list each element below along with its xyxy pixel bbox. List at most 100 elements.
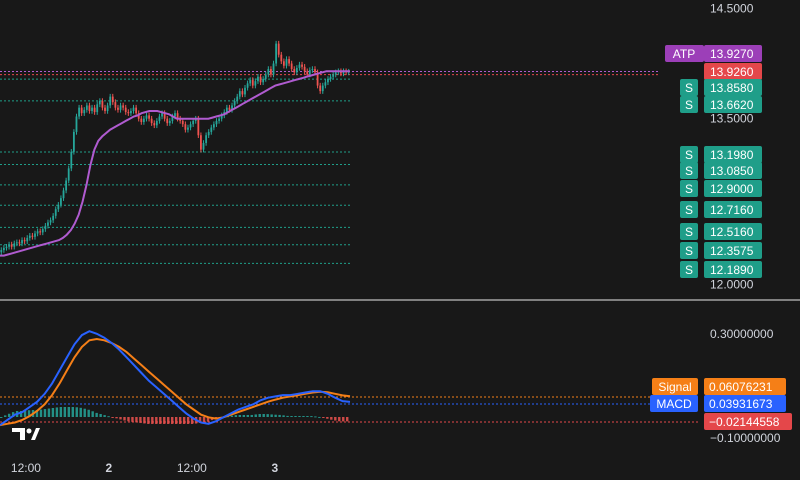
candle-body: [187, 127, 189, 130]
macd-histogram-bar: [338, 417, 341, 422]
macd-histogram-bar: [182, 417, 186, 424]
candle-body: [47, 222, 49, 226]
macd-histogram-bar: [230, 415, 234, 417]
price-tick-label: 13.5000: [710, 112, 754, 126]
last-price-badge: [704, 63, 762, 80]
candle-body: [93, 107, 96, 113]
macd-histogram-bar: [318, 416, 321, 418]
candle-body: [303, 66, 306, 72]
macd-histogram-bar: [314, 416, 317, 418]
macd-histogram-bar: [47, 408, 51, 417]
candle-body: [34, 233, 36, 237]
support-tag-badge: [680, 201, 698, 218]
candle-body: [179, 118, 182, 121]
candle-body: [21, 240, 23, 244]
macd-tick-label: −0.10000000: [710, 431, 781, 445]
candle-body: [259, 76, 262, 83]
macd-histogram-bar: [274, 414, 277, 417]
support-tag: S: [685, 225, 693, 239]
price-pane[interactable]: 14.5000 13.5000 12.0000 ATP 13.9270 13.9260 S 1…: [0, 1, 762, 291]
macd-badge-label: MACD: [656, 397, 692, 411]
macd-histogram-bar: [202, 417, 206, 423]
support-value: 12.3575: [710, 244, 754, 258]
candle-body: [62, 190, 65, 199]
candle-body: [205, 135, 208, 143]
candle-body: [207, 131, 210, 136]
macd-histogram-bar: [79, 407, 82, 417]
support-value-badge: [704, 180, 762, 197]
candle-body: [192, 120, 195, 125]
macd-histogram-bar: [262, 414, 265, 417]
macd-histogram-bar: [63, 407, 67, 417]
support-tag: S: [685, 263, 693, 277]
candle-body: [158, 116, 161, 121]
macd-histogram-bar: [250, 414, 253, 417]
macd-histogram-bar: [246, 415, 249, 417]
macd-histogram-bar: [310, 416, 313, 418]
support-tag: S: [685, 164, 693, 178]
candle-body: [36, 231, 39, 234]
candle-body: [39, 231, 42, 233]
macd-pane[interactable]: 0.30000000 −0.10000000 Signal 0.06076231 MAC…: [0, 327, 792, 445]
candle-body: [202, 142, 205, 150]
candle-body: [340, 71, 342, 74]
price-tick-label: 14.5000: [710, 1, 754, 15]
candle-body: [298, 64, 301, 68]
support-value: 12.7160: [710, 203, 754, 217]
time-tick-label: 3: [271, 461, 278, 475]
candle-body: [52, 215, 55, 221]
macd-histogram-bar: [123, 417, 126, 421]
candle-body: [342, 71, 345, 74]
candle-body: [166, 118, 169, 124]
macd-histogram-bar: [186, 417, 190, 424]
candle-body: [8, 244, 10, 247]
candle-body: [142, 118, 145, 123]
candle-body: [13, 243, 16, 247]
macd-histogram-bar: [115, 417, 118, 419]
macd-histogram-bar: [103, 415, 106, 417]
macd-histogram-bar: [39, 409, 43, 417]
candle-body: [295, 67, 298, 73]
candle-body: [275, 43, 278, 64]
macd-histogram-bar: [111, 417, 114, 418]
candle-body: [212, 124, 215, 128]
support-value-badge: [704, 96, 762, 113]
macd-histogram-bar: [83, 408, 86, 417]
candle-body: [130, 110, 132, 114]
candle-body: [150, 118, 153, 124]
macd-histogram-bar: [302, 416, 305, 417]
candle-body: [54, 209, 57, 216]
macd-histogram-bar: [119, 417, 122, 420]
macd-histogram-bar: [206, 417, 210, 422]
time-axis[interactable]: 12:00 2 12:00 3: [11, 461, 279, 475]
candle-body: [251, 80, 254, 86]
macd-histogram-bar: [139, 417, 142, 423]
support-value: 13.6620: [710, 98, 754, 112]
macd-histogram-bar: [234, 415, 238, 417]
candle-body: [80, 107, 83, 114]
candle-body: [314, 69, 316, 73]
macd-histogram-bar: [278, 414, 281, 417]
macd-histogram-bar: [59, 407, 63, 417]
candle-body: [176, 113, 179, 119]
candle-body: [96, 104, 99, 113]
macd-histogram-bar: [330, 417, 333, 420]
support-tag: S: [685, 203, 693, 217]
candle-body: [194, 118, 197, 121]
candle-body: [306, 71, 309, 75]
candle-body: [5, 246, 8, 248]
candle-body: [163, 113, 166, 119]
candle-body: [264, 74, 267, 79]
macd-histogram-bar: [346, 417, 349, 422]
candle-body: [15, 242, 18, 244]
macd-histogram-bar: [322, 417, 325, 418]
macd-value-badge: [704, 413, 792, 430]
macd-histogram-bar: [71, 407, 74, 417]
candle-body: [321, 85, 324, 92]
macd-histogram-bar: [242, 415, 246, 417]
candle-body: [111, 96, 114, 103]
macd-histogram-bar: [23, 410, 27, 417]
candle-body: [98, 101, 101, 105]
macd-value-badge: [704, 395, 786, 412]
